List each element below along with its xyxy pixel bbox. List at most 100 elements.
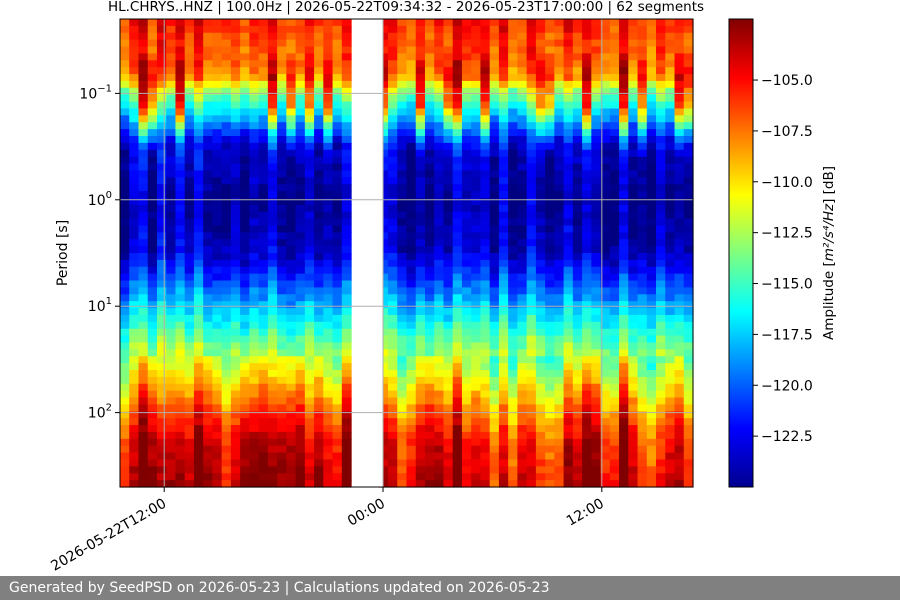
- heatmap-cell: [434, 253, 445, 261]
- heatmap-cell: [388, 129, 398, 137]
- heatmap-cell: [277, 46, 287, 55]
- heatmap-cell: [434, 129, 445, 137]
- heatmap-cell: [683, 218, 694, 227]
- heatmap-cell: [517, 239, 528, 247]
- heatmap-cell: [166, 480, 177, 488]
- heatmap-cell: [230, 67, 241, 75]
- heatmap-cell: [314, 32, 324, 41]
- heatmap-cell: [480, 328, 491, 337]
- heatmap-cell: [147, 184, 158, 192]
- heatmap-cell: [415, 356, 426, 364]
- heatmap-cell: [295, 404, 306, 412]
- heatmap-cell: [656, 452, 666, 461]
- heatmap-cell: [184, 67, 195, 75]
- heatmap-cell: [120, 301, 130, 309]
- heatmap-cell: [314, 390, 324, 399]
- heatmap-cell: [637, 232, 648, 240]
- heatmap-cell: [175, 46, 186, 55]
- heatmap-cell: [175, 211, 186, 220]
- heatmap-cell: [314, 459, 324, 467]
- heatmap-cell: [619, 184, 629, 192]
- heatmap-cell: [240, 259, 250, 268]
- heatmap-cell: [619, 280, 629, 289]
- heatmap-cell: [591, 163, 602, 172]
- heatmap-cell: [341, 122, 352, 130]
- heatmap-cell: [582, 266, 592, 275]
- heatmap-cell: [415, 87, 426, 96]
- heatmap-cell: [175, 19, 186, 27]
- heatmap-cell: [120, 390, 130, 399]
- heatmap-cell: [388, 136, 398, 144]
- heatmap-cell: [424, 60, 435, 68]
- heatmap-cell: [619, 314, 629, 323]
- heatmap-cell: [424, 397, 435, 406]
- heatmap-cell: [554, 156, 565, 165]
- heatmap-cell: [138, 390, 149, 399]
- heatmap-cell: [212, 425, 223, 433]
- heatmap-cell: [619, 246, 629, 254]
- heatmap-cell: [341, 308, 352, 316]
- heatmap-cell: [656, 211, 666, 220]
- heatmap-cell: [628, 466, 639, 474]
- heatmap-cell: [517, 225, 528, 233]
- heatmap-cell: [203, 46, 214, 55]
- heatmap-cell: [147, 335, 158, 344]
- heatmap-cell: [637, 197, 648, 206]
- heatmap-cell: [221, 163, 232, 172]
- heatmap-cell: [554, 32, 565, 41]
- heatmap-cell: [572, 363, 583, 371]
- heatmap-cell: [424, 480, 435, 488]
- heatmap-cell: [304, 273, 315, 282]
- heatmap-cell: [600, 266, 611, 275]
- heatmap-cell: [397, 452, 408, 461]
- heatmap-cell: [591, 349, 602, 357]
- heatmap-cell: [203, 431, 214, 440]
- heatmap-cell: [600, 425, 611, 433]
- heatmap-cell: [517, 363, 528, 371]
- heatmap-cell: [230, 480, 241, 488]
- heatmap-cell: [286, 438, 297, 447]
- heatmap-cell: [406, 376, 417, 385]
- heatmap-cell: [545, 239, 555, 247]
- heatmap-cell: [129, 67, 140, 75]
- heatmap-cell: [249, 273, 260, 282]
- heatmap-cell: [175, 438, 186, 447]
- heatmap-cell: [147, 225, 158, 233]
- heatmap-cell: [637, 452, 648, 461]
- heatmap-cell: [286, 136, 297, 144]
- heatmap-cell: [461, 466, 472, 474]
- heatmap-cell: [341, 253, 352, 261]
- heatmap-cell: [656, 184, 666, 192]
- heatmap-cell: [434, 94, 445, 103]
- heatmap-cell: [240, 191, 250, 199]
- heatmap-cell: [545, 294, 555, 302]
- heatmap-cell: [545, 280, 555, 289]
- heatmap-cell: [563, 273, 574, 282]
- heatmap-cell: [489, 142, 500, 151]
- heatmap-cell: [120, 184, 130, 192]
- heatmap-cell: [498, 287, 509, 295]
- heatmap-cell: [452, 418, 463, 426]
- heatmap-cell: [674, 25, 685, 34]
- heatmap-cell: [304, 239, 315, 247]
- heatmap-cell: [378, 273, 389, 282]
- heatmap-cell: [600, 136, 611, 144]
- heatmap-cell: [221, 136, 232, 144]
- heatmap-cell: [683, 411, 694, 419]
- heatmap-cell: [277, 294, 287, 302]
- heatmap-cell: [332, 253, 343, 261]
- heatmap-cell: [249, 363, 260, 371]
- heatmap-cell: [323, 253, 334, 261]
- heatmap-cell: [388, 425, 398, 433]
- heatmap-cell: [258, 376, 269, 385]
- heatmap-cell: [628, 253, 639, 261]
- heatmap-cell: [166, 328, 177, 337]
- heatmap-cell: [665, 431, 676, 440]
- heatmap-cell: [212, 39, 223, 48]
- heatmap-cell: [295, 232, 306, 240]
- heatmap-cell: [147, 197, 158, 206]
- heatmap-cell: [378, 101, 389, 110]
- heatmap-cell: [221, 122, 232, 130]
- heatmap-cell: [591, 25, 602, 34]
- heatmap-cell: [665, 253, 676, 261]
